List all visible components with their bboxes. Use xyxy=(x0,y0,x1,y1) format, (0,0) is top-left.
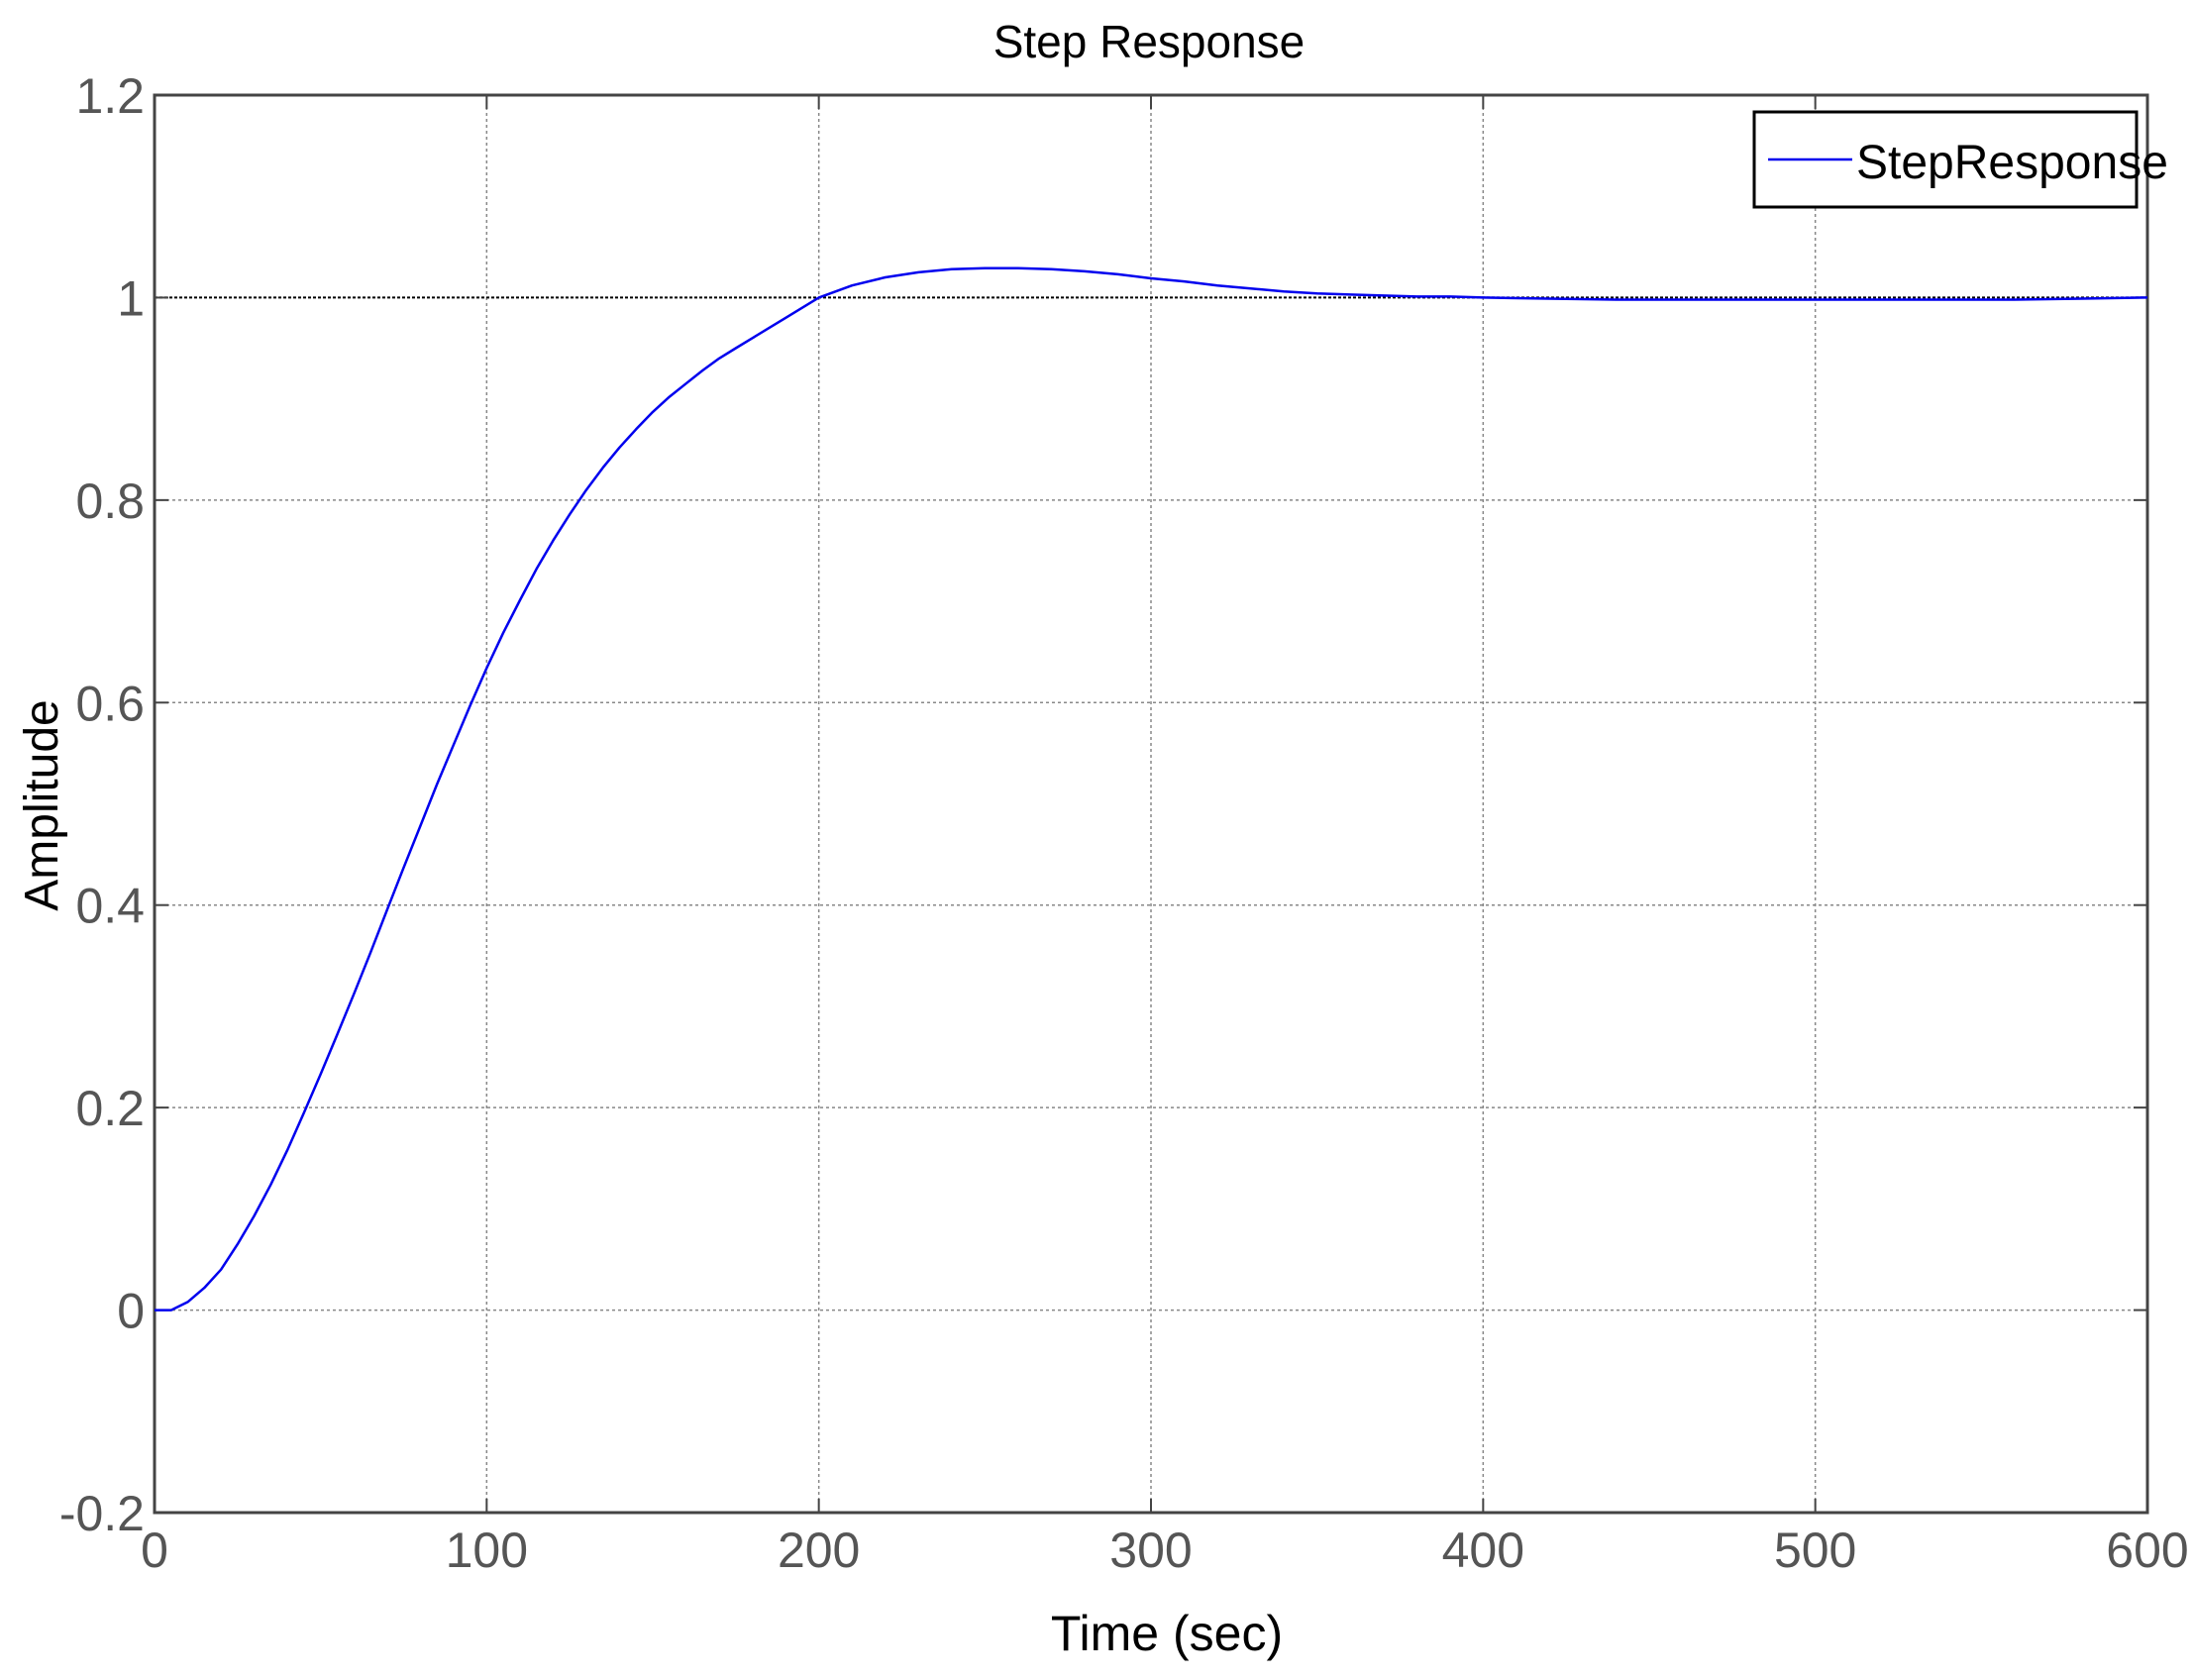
x-tick-label: 300 xyxy=(1109,1522,1192,1578)
x-tick-label: 600 xyxy=(2106,1522,2188,1578)
x-tick-labels: 0 100 200 300 400 500 600 xyxy=(141,1522,2189,1578)
x-tick-label: 500 xyxy=(1774,1522,1856,1578)
y-tick-label: 1 xyxy=(117,270,145,326)
x-tick-label: 200 xyxy=(778,1522,860,1578)
x-tick-label: 100 xyxy=(446,1522,528,1578)
x-tick-label: 0 xyxy=(141,1522,168,1578)
legend-label-stepresponse: StepResponse xyxy=(1856,137,2168,189)
y-tick-labels: -0.2 0 0.2 0.4 0.6 0.8 1 1.2 xyxy=(59,68,145,1541)
x-axis-label: Time (sec) xyxy=(1051,1606,1283,1661)
x-tick-label: 400 xyxy=(1442,1522,1524,1578)
y-tick-label: 0.6 xyxy=(75,676,145,731)
tick-marks xyxy=(154,94,2148,1514)
y-axis-label: Amplitude xyxy=(16,699,68,910)
chart-title: Step Response xyxy=(993,16,1306,67)
y-tick-label: 0.2 xyxy=(75,1081,145,1136)
legend: StepResponse xyxy=(1752,110,2168,209)
y-tick-label: 0.8 xyxy=(75,473,145,529)
y-tick-label: 1.2 xyxy=(75,68,145,124)
y-tick-label: -0.2 xyxy=(59,1486,145,1541)
y-tick-label: 0 xyxy=(117,1284,145,1339)
series-line-stepresponse xyxy=(155,266,2148,1312)
grid xyxy=(155,95,2147,1513)
y-tick-label: 0.4 xyxy=(75,879,145,934)
